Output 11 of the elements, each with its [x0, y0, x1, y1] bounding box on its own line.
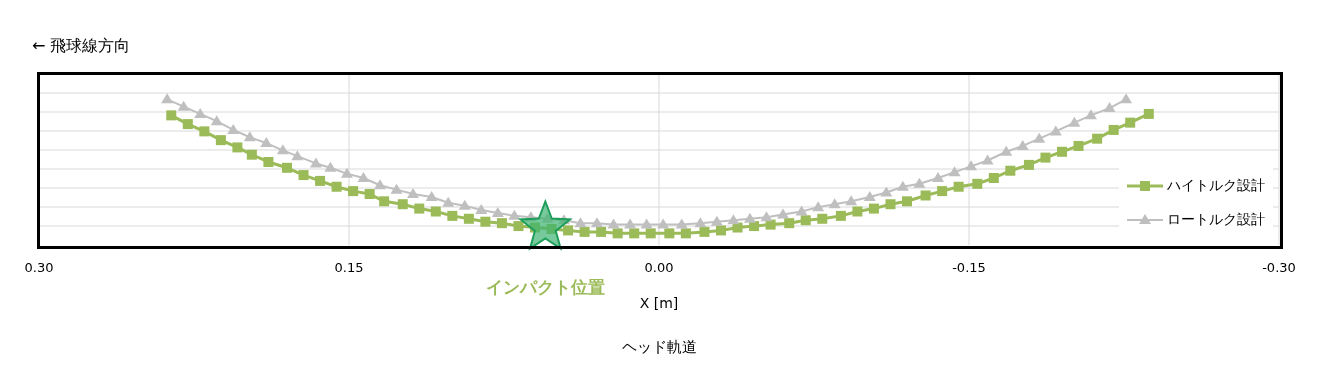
legend-label: ハイトルク設計 [1167, 177, 1265, 195]
x-tick-label: 0.00 [644, 260, 674, 276]
x-tick-label: 0.30 [24, 260, 54, 276]
x-tick-label: -0.15 [952, 260, 986, 276]
x-tick-label: 0.15 [334, 260, 364, 276]
text: ヘッド軌道 [620, 338, 698, 357]
x-axis-title: X [m] [639, 295, 679, 311]
annotation: インパクト位置 [484, 276, 606, 299]
legend-label: ロートルク設計 [1167, 211, 1265, 229]
chart-title: ← 飛球線方向 [32, 36, 131, 57]
x-tick-label: -0.30 [1262, 260, 1296, 276]
